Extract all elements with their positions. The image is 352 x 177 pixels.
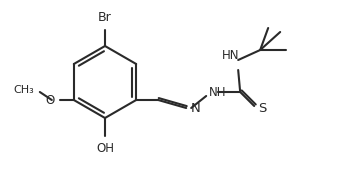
Text: Br: Br: [98, 11, 112, 24]
Text: HN: HN: [221, 49, 239, 62]
Text: NH: NH: [209, 85, 227, 98]
Text: O: O: [45, 93, 55, 107]
Text: S: S: [258, 102, 266, 116]
Text: CH₃: CH₃: [13, 85, 34, 95]
Text: OH: OH: [96, 142, 114, 155]
Text: N: N: [191, 101, 201, 115]
